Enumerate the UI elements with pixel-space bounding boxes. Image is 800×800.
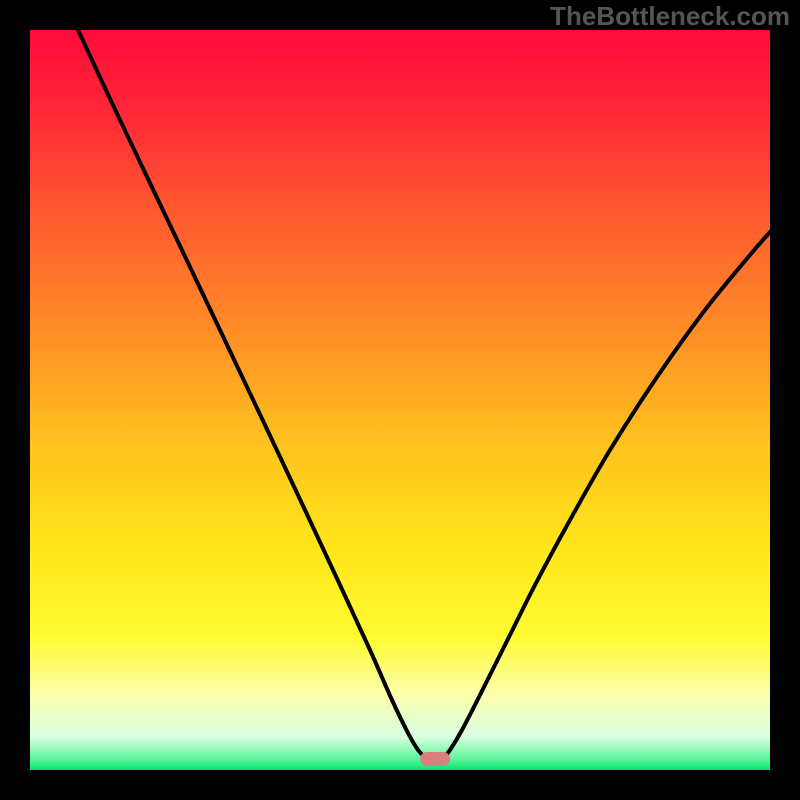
- curve-left-branch: [78, 30, 425, 757]
- plot-area: [30, 30, 770, 770]
- minimum-marker: [420, 752, 450, 766]
- curve-right-branch: [444, 232, 770, 757]
- watermark-text: TheBottleneck.com: [550, 1, 790, 32]
- bottleneck-curve: [30, 30, 770, 770]
